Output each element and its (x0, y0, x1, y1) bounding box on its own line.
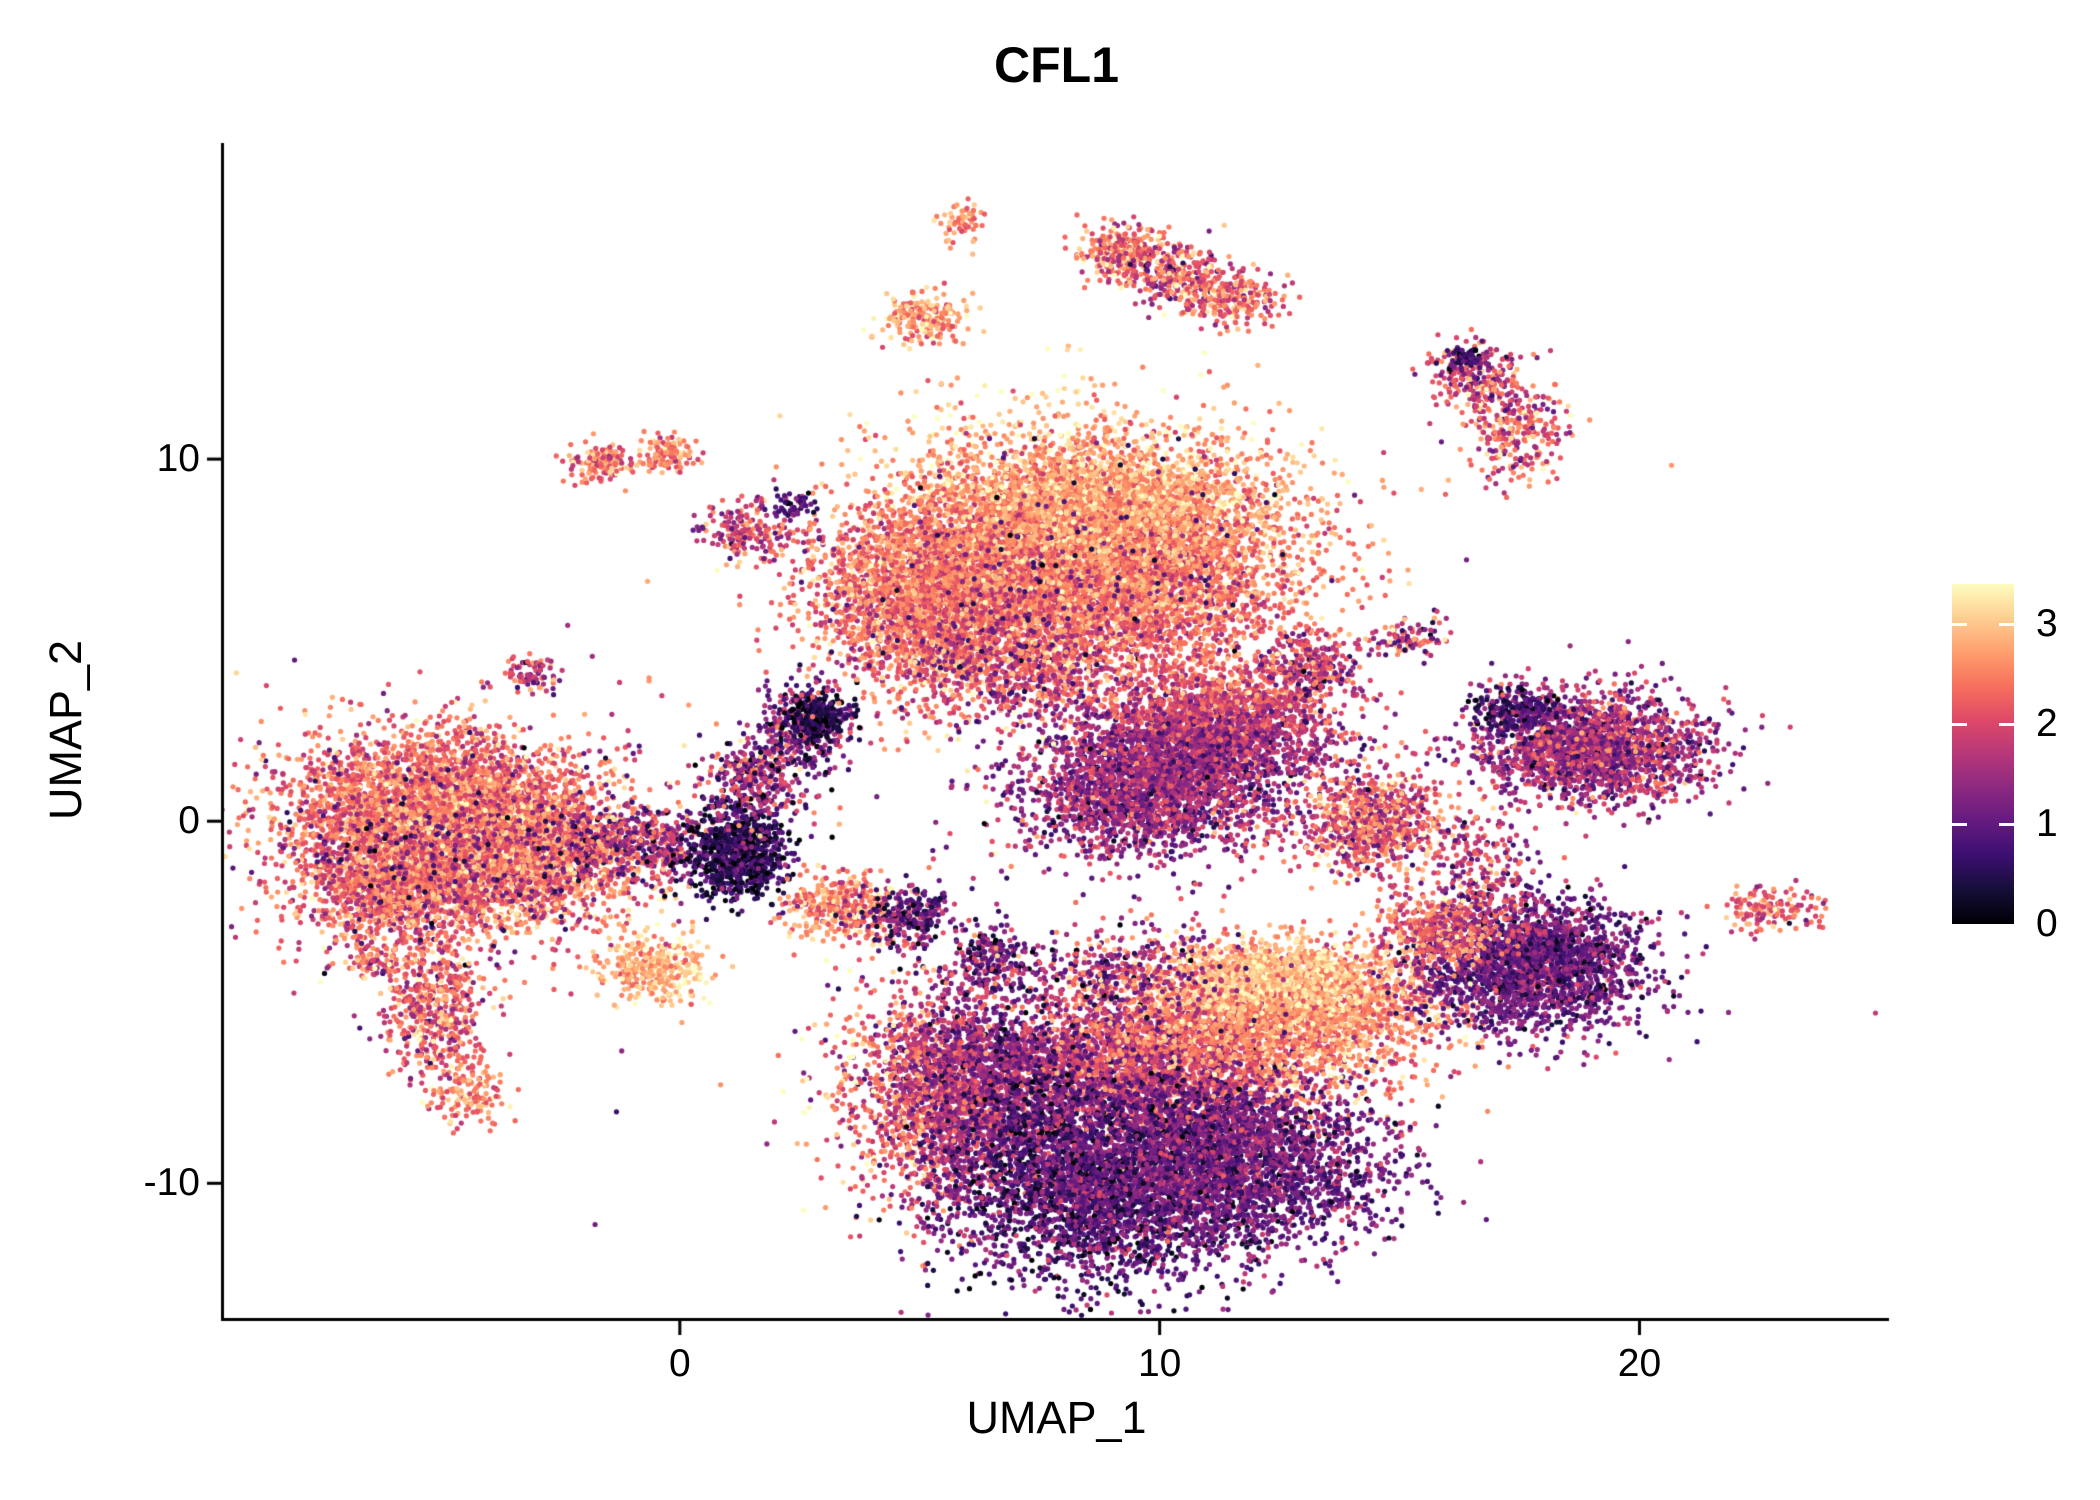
x-tick-label: 20 (1617, 1342, 1662, 1385)
colorbar-tick-mark (1999, 622, 2014, 626)
y-tick-label: 10 (156, 437, 200, 481)
colorbar-tick-mark (1999, 722, 2014, 726)
y-axis-label: UMAP_2 (40, 639, 91, 821)
x-axis-label: UMAP_1 (966, 1392, 1147, 1443)
plot-title: CFL1 (994, 37, 1119, 93)
y-tick-label: 0 (178, 799, 200, 843)
colorbar-tick-label: 3 (2036, 602, 2058, 645)
colorbar-tick-label: 1 (2036, 802, 2058, 845)
colorbar (1952, 584, 2014, 924)
colorbar-tick-label: 0 (2036, 902, 2058, 945)
y-tick-label: -10 (143, 1161, 200, 1205)
x-tick-label: 0 (668, 1342, 691, 1385)
colorbar-tick-mark (1952, 622, 1967, 626)
colorbar-tick-mark (1999, 822, 2014, 826)
colorbar-tick-mark (1952, 722, 1967, 726)
colorbar-tick-label: 2 (2036, 702, 2058, 745)
x-tick-label: 10 (1137, 1342, 1182, 1385)
colorbar-tick-mark (1952, 822, 1967, 826)
